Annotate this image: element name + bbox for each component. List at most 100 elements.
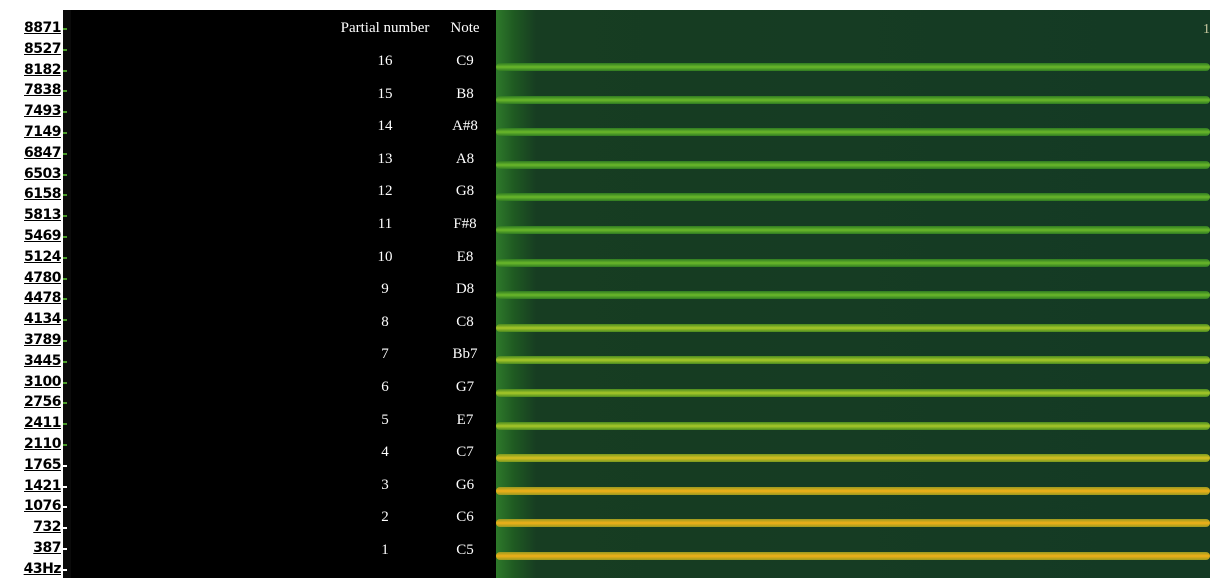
partial-number: 13 bbox=[378, 151, 393, 168]
frequency-label: 1421 bbox=[24, 479, 61, 494]
note: G6 bbox=[456, 477, 474, 494]
strip-tick bbox=[63, 361, 67, 363]
strip-tick bbox=[63, 298, 67, 300]
screen: {"frequency_labels": ["8871", "8527", "8… bbox=[0, 0, 1210, 578]
frequency-label: 6158 bbox=[24, 187, 61, 202]
annotation-panel bbox=[71, 10, 496, 578]
frequency-label: 6503 bbox=[24, 167, 61, 182]
strip-tick bbox=[63, 402, 67, 404]
note: C8 bbox=[456, 314, 474, 331]
harmonic-band bbox=[496, 389, 1210, 397]
frequency-label: 387 bbox=[33, 541, 61, 556]
frequency-label: 43Hz bbox=[24, 562, 61, 577]
strip-tick bbox=[63, 382, 67, 384]
frequency-label: 4134 bbox=[24, 312, 61, 327]
frequency-label: 4780 bbox=[24, 271, 61, 286]
partial-number: 11 bbox=[378, 216, 392, 233]
frequency-label: 2411 bbox=[24, 416, 61, 431]
partial-number: 2 bbox=[381, 509, 389, 526]
partial-number: 16 bbox=[378, 53, 393, 70]
corner-label: 1 bbox=[1203, 22, 1210, 38]
note: B8 bbox=[456, 86, 474, 103]
strip-tick bbox=[63, 111, 67, 113]
strip-tick bbox=[63, 506, 67, 508]
frequency-label: 7493 bbox=[24, 104, 61, 119]
frequency-label: 8182 bbox=[24, 63, 61, 78]
strip-tick bbox=[63, 423, 67, 425]
partial-number: 14 bbox=[378, 118, 393, 135]
strip-tick bbox=[63, 215, 67, 217]
harmonic-band bbox=[496, 161, 1210, 169]
harmonic-band bbox=[496, 356, 1210, 364]
note: C9 bbox=[456, 53, 474, 70]
strip-tick bbox=[63, 28, 67, 30]
frequency-label: 2110 bbox=[24, 437, 61, 452]
frequency-label: 3789 bbox=[24, 333, 61, 348]
frequency-label: 6847 bbox=[24, 146, 61, 161]
partial-number: 7 bbox=[381, 346, 389, 363]
harmonic-band bbox=[496, 487, 1210, 495]
partial-number: 9 bbox=[381, 281, 389, 298]
note: D8 bbox=[456, 281, 474, 298]
column-header: Note bbox=[450, 20, 479, 37]
partial-number: 4 bbox=[381, 444, 389, 461]
frequency-label: 8871 bbox=[24, 21, 61, 36]
strip-tick bbox=[63, 90, 67, 92]
harmonic-band bbox=[496, 291, 1210, 299]
harmonic-band bbox=[496, 552, 1210, 560]
harmonic-band bbox=[496, 519, 1210, 527]
harmonic-band bbox=[496, 96, 1210, 104]
frequency-label: 2756 bbox=[24, 395, 61, 410]
strip-tick bbox=[63, 174, 67, 176]
strip-tick bbox=[63, 465, 67, 467]
frequency-label: 7149 bbox=[24, 125, 61, 140]
harmonic-band bbox=[496, 63, 1210, 71]
level-strip bbox=[63, 10, 71, 578]
harmonic-band bbox=[496, 128, 1210, 136]
strip-tick bbox=[63, 257, 67, 259]
strip-tick bbox=[63, 49, 67, 51]
strip-tick bbox=[63, 236, 67, 238]
note: A#8 bbox=[452, 118, 478, 135]
frequency-label: 5469 bbox=[24, 229, 61, 244]
harmonic-band bbox=[496, 259, 1210, 267]
strip-tick bbox=[63, 444, 67, 446]
partial-number: 1 bbox=[381, 542, 389, 559]
harmonic-band bbox=[496, 324, 1210, 332]
partial-number: 6 bbox=[381, 379, 389, 396]
harmonic-band bbox=[496, 454, 1210, 462]
column-header: Partial number bbox=[341, 20, 430, 37]
note: C7 bbox=[456, 444, 474, 461]
note: E8 bbox=[457, 249, 474, 266]
harmonic-band bbox=[496, 422, 1210, 430]
strip-tick bbox=[63, 486, 67, 488]
note: Bb7 bbox=[452, 346, 477, 363]
strip-tick bbox=[63, 132, 67, 134]
frequency-label: 5813 bbox=[24, 208, 61, 223]
frequency-label: 5124 bbox=[24, 250, 61, 265]
frequency-axis: 8871 8527 8182 7838 7493 7149 6847 6503 6158 5813… bbox=[8, 10, 63, 578]
strip-tick bbox=[63, 153, 67, 155]
note: G7 bbox=[456, 379, 474, 396]
strip-tick bbox=[63, 569, 67, 571]
frequency-label: 8527 bbox=[24, 42, 61, 57]
harmonic-band bbox=[496, 226, 1210, 234]
frequency-label: 4478 bbox=[24, 291, 61, 306]
strip-tick bbox=[63, 194, 67, 196]
frequency-label: 1765 bbox=[24, 458, 61, 473]
strip-tick bbox=[63, 70, 67, 72]
partial-number: 10 bbox=[378, 249, 393, 266]
frequency-label: 732 bbox=[33, 520, 61, 535]
frequency-label: 3100 bbox=[24, 375, 61, 390]
frequency-label: 1076 bbox=[24, 499, 61, 514]
harmonic-band bbox=[496, 193, 1210, 201]
strip-tick bbox=[63, 278, 67, 280]
note: C5 bbox=[456, 542, 474, 559]
note: C6 bbox=[456, 509, 474, 526]
note: E7 bbox=[457, 412, 474, 429]
note: G8 bbox=[456, 183, 474, 200]
partial-number: 3 bbox=[381, 477, 389, 494]
spectrogram bbox=[496, 10, 1210, 578]
frequency-label: 7838 bbox=[24, 83, 61, 98]
frequency-label: 3445 bbox=[24, 354, 61, 369]
